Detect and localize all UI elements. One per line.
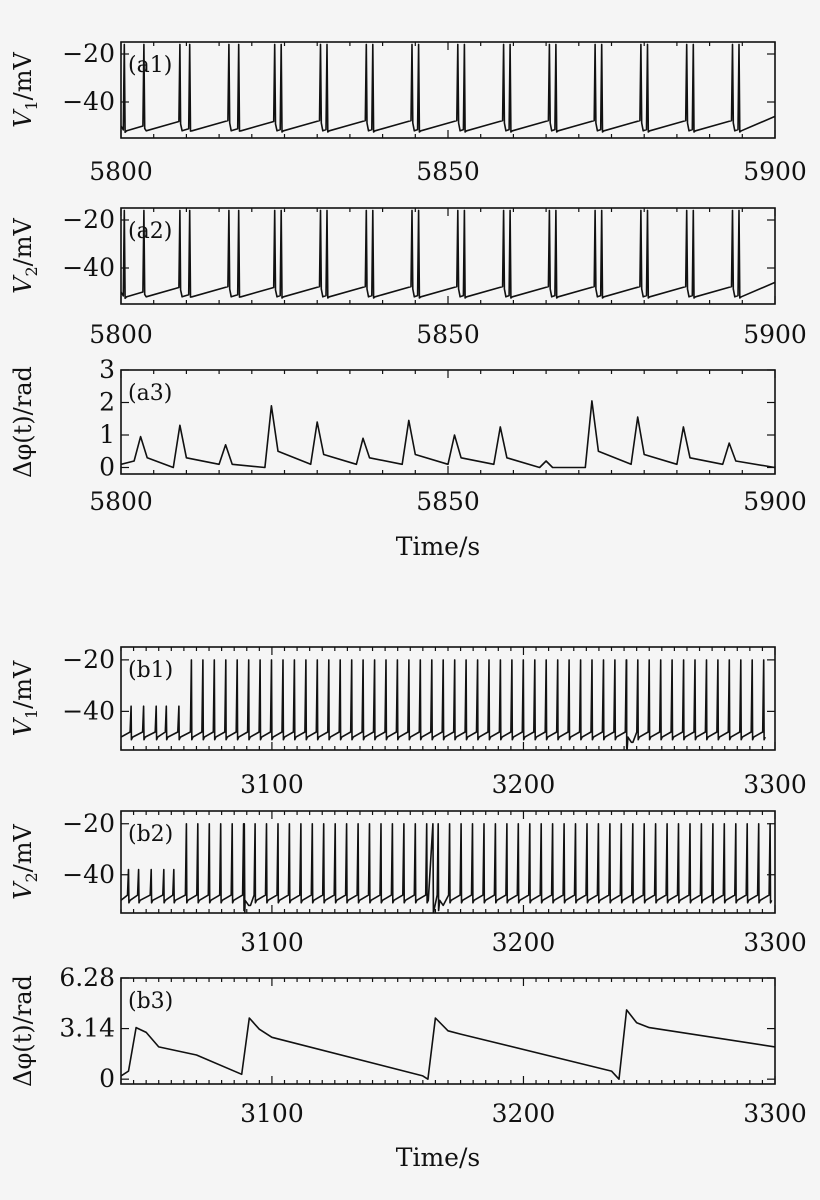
y-tick-label: −40	[62, 696, 115, 725]
x-tick-label: 3100	[240, 928, 304, 957]
x-tick-label: 5900	[743, 157, 807, 186]
y-tick-label: −20	[62, 39, 115, 68]
x-tick-label: 3200	[492, 928, 556, 957]
panel-a2: 5800 5850 5900 −20 −40 V2/mV (a2)	[9, 205, 807, 349]
x-tick-label: 3200	[492, 1099, 556, 1128]
panel-a1: 5800 5850 5900 −20 −40 V1/mV (a1)	[9, 39, 807, 186]
series-line	[121, 400, 775, 469]
series-line	[121, 823, 773, 913]
y-tick-label: −40	[62, 253, 115, 282]
series-line	[121, 43, 775, 134]
x-tick-label: 3300	[743, 1099, 807, 1128]
y-axis-label: V1/mV	[9, 51, 41, 127]
panel-label: (b3)	[128, 989, 173, 1014]
panel-label: (b1)	[128, 658, 173, 683]
y-tick-label: 6.28	[59, 963, 115, 992]
panel-label: (a3)	[128, 381, 172, 406]
x-tick-label: 3300	[743, 928, 807, 957]
y-tick-label: −20	[62, 205, 115, 234]
panel-b3: 3100 3200 3300 0 3.14 6.28 Δφ(t)/rad (b3) Time/s	[9, 963, 807, 1172]
y-tick-label: 0	[99, 453, 115, 482]
panel-label: (a1)	[128, 53, 172, 78]
axes-frame	[120, 646, 776, 751]
series-line	[121, 209, 775, 300]
x-tick-label: 5800	[89, 320, 153, 349]
panel-label: (b2)	[128, 822, 173, 847]
panel-label: (a2)	[128, 219, 172, 244]
y-axis-label: Δφ(t)/rad	[9, 366, 37, 478]
y-tick-label: −20	[62, 645, 115, 674]
x-tick-label: 3200	[492, 770, 556, 799]
axes-frame	[120, 369, 776, 475]
y-tick-label: −20	[62, 809, 115, 838]
x-tick-label: 5850	[416, 320, 480, 349]
x-tick-label: 5850	[416, 487, 480, 516]
y-axis-label: V1/mV	[9, 660, 41, 736]
x-tick-label: 5800	[89, 487, 153, 516]
y-tick-label: 0	[99, 1064, 115, 1093]
x-tick-label: 5850	[416, 157, 480, 186]
y-axis-label: Δφ(t)/rad	[9, 975, 37, 1087]
x-tick-label: 5800	[89, 157, 153, 186]
panel-b2: 3100 3200 3300 −20 −40 V2/mV (b2)	[9, 809, 807, 957]
y-axis-label: V2/mV	[9, 217, 41, 293]
y-tick-label: −40	[62, 860, 115, 889]
x-tick-label: 3300	[743, 770, 807, 799]
panel-b1: 3100 3200 3300 −20 −40 V1/mV (b1)	[9, 645, 807, 799]
x-tick-label: 3100	[240, 1099, 304, 1128]
panel-a3: 5800 5850 5900 0 1 2 3 Δφ(t)/rad (a3) Time/s	[9, 355, 807, 561]
series-line	[121, 1009, 775, 1080]
y-tick-label: 1	[99, 420, 115, 449]
y-tick-label: −40	[62, 87, 115, 116]
x-axis-label: Time/s	[396, 1143, 480, 1172]
x-tick-label: 5900	[743, 487, 807, 516]
x-axis-label: Time/s	[396, 532, 480, 561]
x-tick-label: 5900	[743, 320, 807, 349]
y-tick-label: 2	[99, 388, 115, 417]
x-tick-label: 3100	[240, 770, 304, 799]
y-axis-label: V2/mV	[9, 823, 41, 899]
series-line	[121, 659, 766, 750]
y-tick-label: 3.14	[59, 1014, 115, 1043]
y-tick-label: 3	[99, 355, 115, 384]
